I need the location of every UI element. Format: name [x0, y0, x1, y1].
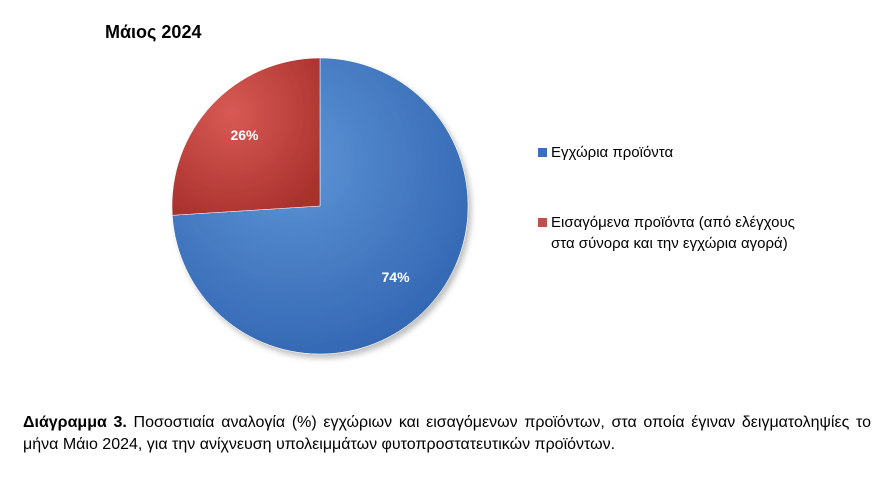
legend-swatch-domestic [538, 148, 547, 157]
legend-label-domestic: Εγχώρια προϊόντα [551, 144, 674, 161]
caption-label: Διάγραμμα 3. [23, 414, 127, 431]
pie-slice-imported [171, 57, 321, 216]
caption-text: Ποσοστιαία αναλογία (%) εγχώριων και εισ… [23, 414, 871, 453]
chart-title: Μάιος 2024 [105, 22, 202, 42]
legend-label-imported: Εισαγόμενα προϊόντα (από ελέγχους στα σύ… [551, 214, 795, 252]
pie-chart: 74% 26% [171, 57, 469, 355]
legend-swatch-imported [538, 218, 547, 227]
data-label-domestic: 74% [382, 269, 411, 285]
figure-caption: Διάγραμμα 3. Ποσοστιαία αναλογία (%) εγχ… [23, 412, 871, 456]
data-label-imported: 26% [230, 127, 259, 143]
